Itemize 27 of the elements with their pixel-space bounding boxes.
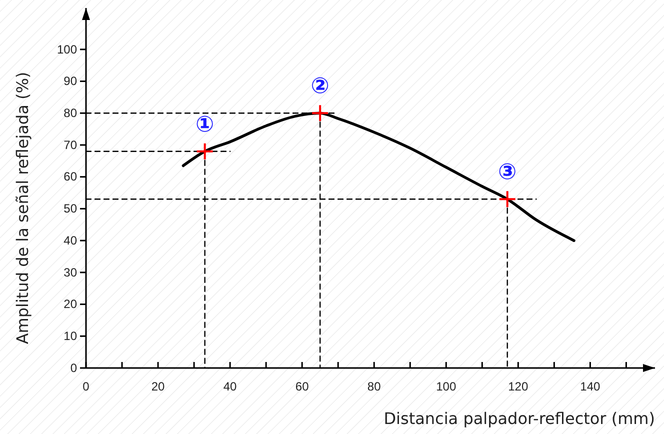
x-tick-label: 80 [367, 380, 382, 394]
x-tick-label: 40 [223, 380, 238, 394]
y-axis-title: Amplitud de la señal reflejada (%) [13, 72, 32, 344]
x-tick-label: 0 [82, 380, 90, 394]
y-tick-label: 80 [64, 106, 78, 120]
y-tick-label: 0 [70, 360, 78, 375]
y-tick-label: 40 [64, 233, 78, 248]
y-tick-label: 50 [64, 202, 78, 216]
y-tick-label: 70 [64, 138, 78, 152]
annotation: ③ [498, 160, 517, 186]
y-tick-label: 20 [64, 297, 78, 312]
point [498, 190, 516, 208]
point [196, 142, 214, 160]
x-tick-label: 60 [295, 380, 310, 394]
x-axis-title: Distancia palpador-reflector (mm) [384, 409, 655, 428]
x-tick-label: 100 [436, 380, 456, 394]
x-tick-label: 140 [580, 380, 601, 394]
annotation: ① [196, 112, 214, 138]
y-tick-label: 90 [64, 74, 78, 88]
y-tick-label: 60 [64, 170, 78, 184]
x-tick-label: 20 [151, 380, 166, 394]
annotation: ② [310, 74, 330, 100]
x-tick-label: 120 [508, 380, 528, 394]
y-tick-label: 10 [64, 328, 78, 343]
y-tick-label: 30 [64, 265, 78, 280]
point [311, 104, 330, 122]
y-tick-label: 100 [56, 42, 78, 56]
